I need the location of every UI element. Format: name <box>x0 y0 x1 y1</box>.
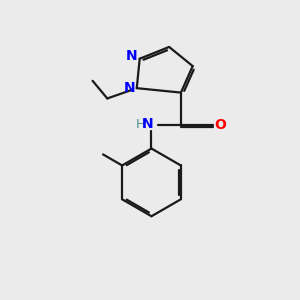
Text: N: N <box>126 50 137 63</box>
Text: N: N <box>142 117 154 131</box>
Text: O: O <box>214 118 226 132</box>
Text: N: N <box>124 81 135 95</box>
Text: H: H <box>136 118 145 131</box>
